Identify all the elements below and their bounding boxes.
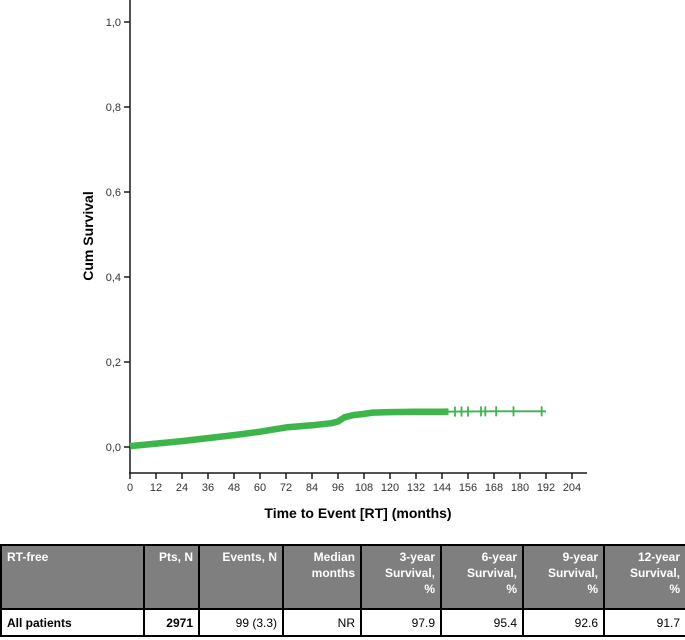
column-header: RT-free [0,544,145,610]
x-tick-label: 108 [355,482,373,494]
table-cell: 92.6 [522,608,605,637]
x-tick-label: 144 [433,482,451,494]
table-cell: 2971 [143,608,200,637]
y-tick-label: 0,8 [106,102,121,114]
table-cell: 97.9 [360,608,442,637]
y-tick-label: 0,6 [106,187,121,199]
column-header: 6-year Survival, % [440,544,524,610]
y-tick-label: 1,0 [106,17,121,29]
x-tick-label: 12 [150,482,162,494]
table-cell: 95.4 [440,608,524,637]
x-tick-label: 168 [485,482,503,494]
column-header: Pts, N [143,544,200,610]
censor-band [129,408,449,450]
survival-chart: 0,0 0,2 0,4 0,6 0,8 1,0 0 12 24 36 48 60 72 84 96 108 12… [80,0,587,521]
x-tick-label: 120 [381,482,399,494]
y-axis-title: Cum Survival [80,191,96,281]
column-header: 12-year Survival, % [603,544,685,610]
y-tick-label: 0,4 [106,272,121,284]
table-cell: NR [282,608,362,637]
table-head: RT-free Pts, N Events, N Median months 3-yea… [0,544,685,610]
table-header-row: RT-free Pts, N Events, N Median months 3-yea… [0,544,685,610]
table-cell: 99 (3.3) [198,608,284,637]
table-body: All patients 2971 99 (3.3) NR 97.9 95.4 92.6 91… [0,608,685,637]
x-axis-title: Time to Event [RT] (months) [264,505,452,521]
x-tick-label: 72 [280,482,292,494]
y-tick-label: 0,0 [106,442,121,454]
x-tick-label: 84 [306,482,318,494]
column-header: 9-year Survival, % [522,544,605,610]
x-tick-label: 192 [537,482,555,494]
x-tick-label: 156 [459,482,477,494]
x-tick-label: 24 [176,482,188,494]
x-tick-label: 60 [254,482,266,494]
x-tick-label: 0 [127,482,133,494]
x-tick-label: 132 [407,482,425,494]
survival-summary-table: RT-free Pts, N Events, N Median months 3-yea… [0,544,685,637]
survival-plot-canvas: 0,0 0,2 0,4 0,6 0,8 1,0 0 12 24 36 48 60 72 84 96 108 12… [106,0,587,494]
x-tick-label: 180 [511,482,529,494]
summary-table-container: RT-free Pts, N Events, N Median months 3-yea… [0,544,685,637]
table-row: All patients 2971 99 (3.3) NR 97.9 95.4 92.6 91… [0,608,685,637]
x-tick-label: 36 [202,482,214,494]
table-cell: All patients [0,608,145,637]
table-cell: 91.7 [603,608,685,637]
column-header: Median months [282,544,362,610]
x-tick-label: 96 [332,482,344,494]
x-tick-label: 48 [228,482,240,494]
x-tick-label: 204 [563,482,581,494]
column-header: Events, N [198,544,284,610]
column-header: 3-year Survival, % [360,544,442,610]
y-tick-label: 0,2 [106,357,121,369]
